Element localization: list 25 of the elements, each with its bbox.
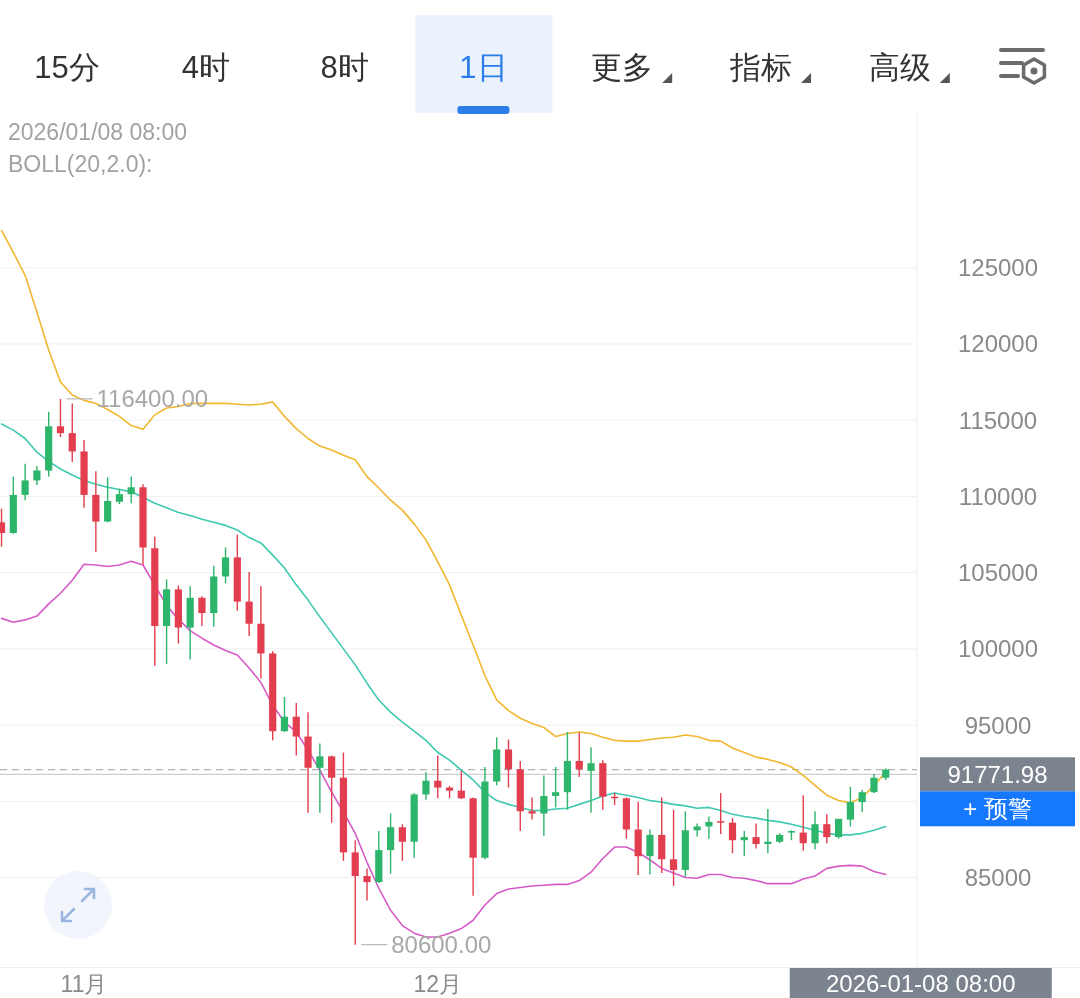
y-tick-label: 85000 (964, 864, 1032, 892)
low-label: 80600.00 (391, 931, 492, 959)
y-tick-label: 100000 (957, 635, 1039, 663)
x-tick-label: 12月 (413, 971, 463, 997)
tab-label: 15分 (34, 50, 100, 85)
y-tick-label: 120000 (957, 330, 1039, 358)
tab-label: 1日 (459, 50, 508, 85)
y-tick-label: 125000 (957, 254, 1039, 282)
crosshair-label: 2026-01-08 08:00 (789, 968, 1052, 998)
tab-label: 4时 (181, 50, 230, 85)
ref-line-label: 91771.98 (947, 760, 1048, 788)
subtitle: BOLL(20,2.0): (8, 151, 153, 177)
tab-label: 高级 (868, 50, 931, 85)
x-tick-label: 11月 (60, 971, 108, 997)
price-tag: 91771.98 (920, 757, 1075, 792)
tab-label: 指标 (730, 50, 792, 85)
y-tick-label: 95000 (964, 711, 1032, 739)
y-tick-label: 110000 (958, 482, 1038, 510)
tab-label: 更多 (591, 50, 654, 85)
y-tick-label: 105000 (957, 559, 1039, 587)
high-label: 116400.00 (96, 385, 209, 413)
y-tick-label: 115000 (958, 406, 1038, 434)
alert-button: + 预警 (920, 791, 1075, 827)
title: 2026/01/08 08:00 (8, 119, 188, 145)
tab-label: 8时 (320, 50, 369, 85)
